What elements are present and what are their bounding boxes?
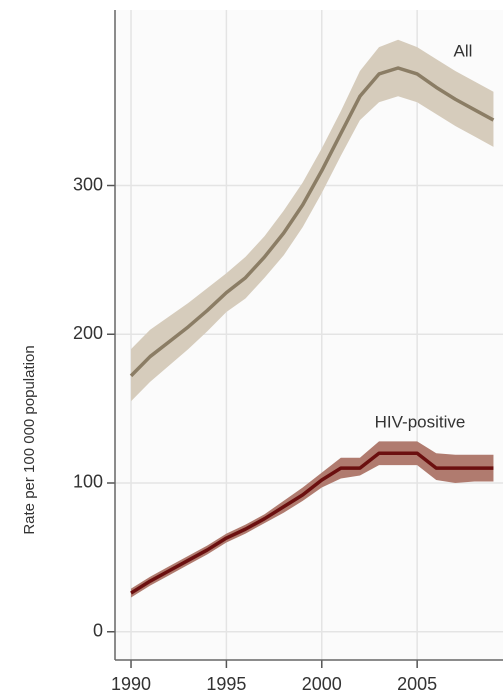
series-label: HIV-positive <box>375 412 466 431</box>
line <box>129 66 495 378</box>
y-tick-label: 200 <box>73 323 103 343</box>
y-tick-label: 100 <box>73 472 103 492</box>
line <box>130 451 494 595</box>
series-label: All <box>454 41 473 60</box>
confidence-band <box>131 39 494 402</box>
x-tick-label: 2005 <box>397 674 437 694</box>
y-tick-label: 0 <box>93 620 103 640</box>
x-tick-label: 1990 <box>111 674 151 694</box>
y-tick-label: 300 <box>73 174 103 194</box>
x-tick-label: 1995 <box>206 674 246 694</box>
confidence-band <box>131 441 494 598</box>
y-axis-title: Rate per 100 000 population <box>21 345 38 534</box>
x-tick-label: 2000 <box>302 674 342 694</box>
